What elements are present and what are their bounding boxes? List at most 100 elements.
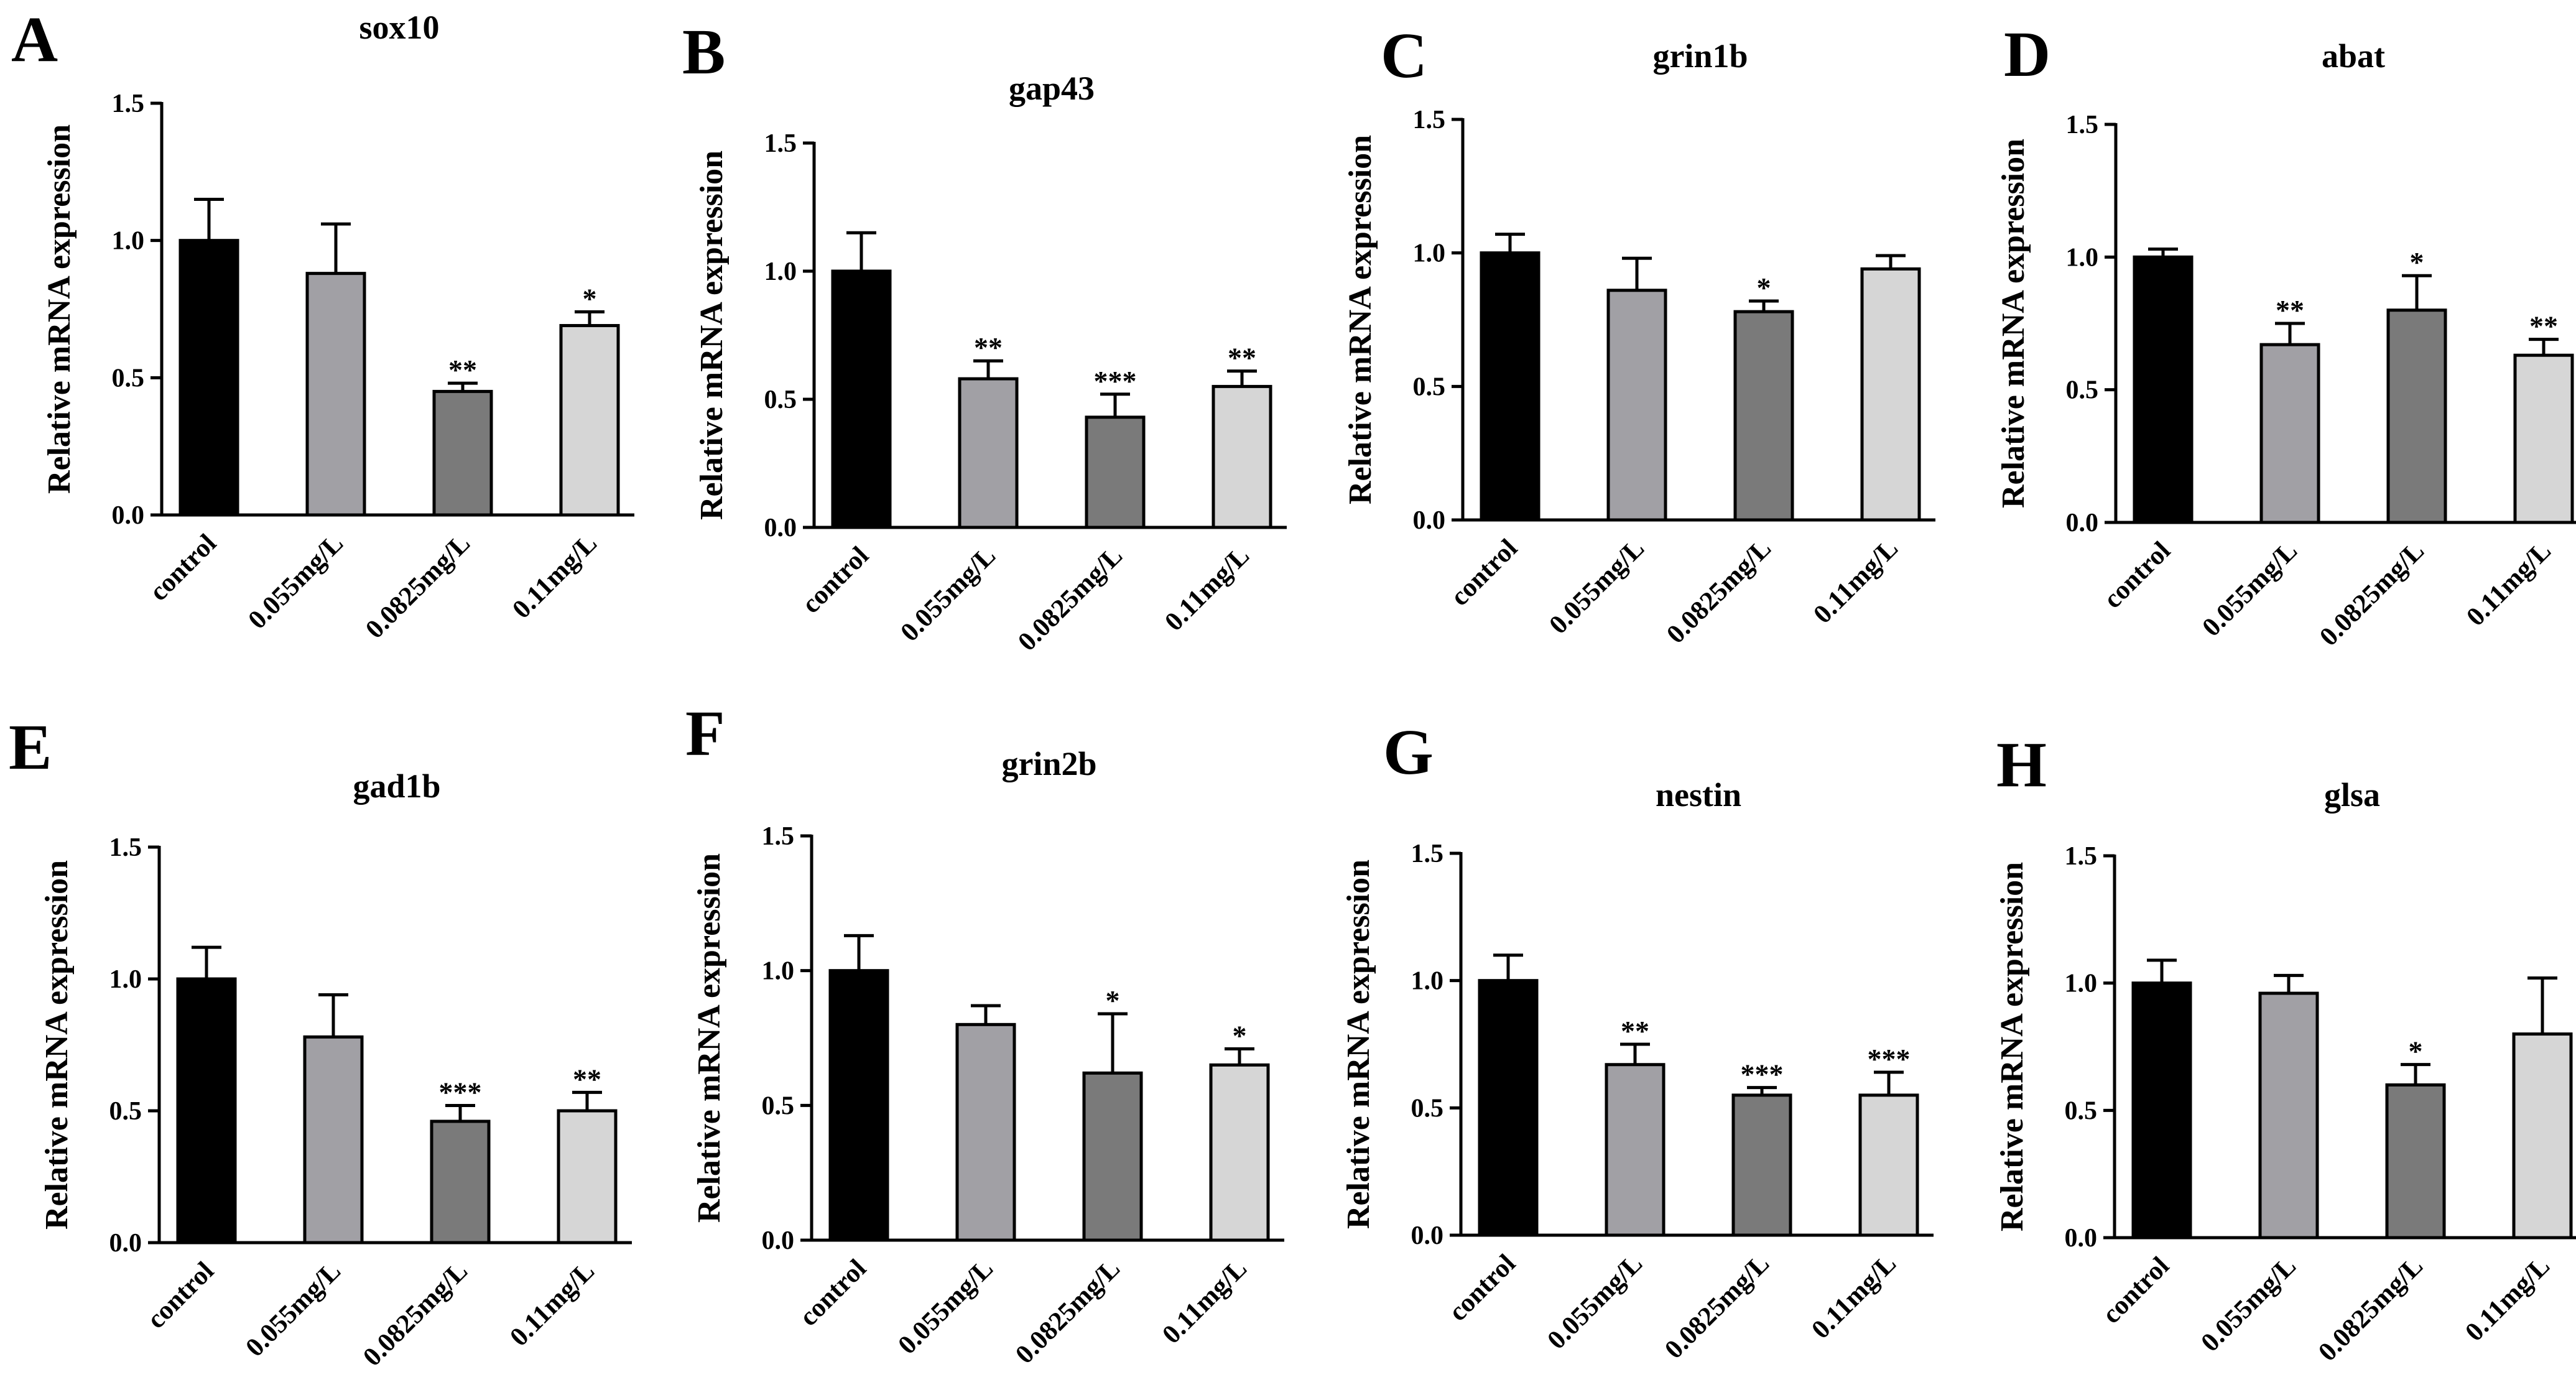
y-tick-label: 1.5 <box>2066 111 2099 139</box>
bar <box>2259 343 2320 524</box>
panel-letter: H <box>1996 729 2047 800</box>
y-tick-label: 1.0 <box>1411 967 1444 996</box>
bar <box>1082 1071 1143 1242</box>
bar <box>1478 979 1539 1237</box>
significance-label: *** <box>439 1077 482 1108</box>
significance-label: ** <box>1621 1015 1649 1047</box>
bar <box>557 1109 618 1245</box>
panel-letter: F <box>685 698 725 769</box>
bar <box>1860 267 1921 522</box>
y-tick-label: 0.0 <box>764 514 797 542</box>
y-tick-label: 0.5 <box>2065 1096 2098 1125</box>
y-tick-label: 1.0 <box>2065 970 2098 998</box>
chart-title: abat <box>2322 37 2385 75</box>
bar <box>1212 384 1272 529</box>
y-tick-label: 0.5 <box>1411 1094 1444 1123</box>
y-tick-label: 1.0 <box>1413 239 1446 268</box>
bar <box>2512 1032 2573 1240</box>
significance-label: * <box>2409 1036 2423 1067</box>
significance-label: * <box>1233 1019 1247 1051</box>
bar <box>2133 255 2194 524</box>
chart-title: grin1b <box>1652 37 1748 75</box>
y-tick-label: 1.5 <box>1413 106 1446 134</box>
significance-label: * <box>583 282 597 314</box>
y-tick-label: 0.0 <box>2066 509 2099 537</box>
bar <box>828 969 889 1242</box>
y-tick-label: 0.0 <box>1413 506 1446 535</box>
bar <box>176 977 237 1245</box>
significance-label: ** <box>448 354 477 386</box>
bar <box>1085 415 1146 529</box>
bar <box>1858 1093 1919 1237</box>
bar <box>1606 289 1667 522</box>
y-tick-label: 1.0 <box>112 227 145 256</box>
significance-label: * <box>1106 985 1120 1016</box>
significance-label: ** <box>1228 342 1256 374</box>
bar <box>1480 251 1541 522</box>
bar <box>2513 353 2574 524</box>
y-tick-label: 0.0 <box>109 1229 142 1258</box>
y-tick-label: 1.0 <box>2066 243 2099 272</box>
bar <box>559 323 620 517</box>
chart-title: gap43 <box>1009 70 1095 107</box>
significance-label: ** <box>573 1063 601 1095</box>
chart-title: nestin <box>1656 776 1741 814</box>
y-tick-label: 1.5 <box>2065 842 2098 871</box>
y-axis-label: Relative mRNA expression <box>1343 135 1378 504</box>
bar <box>1733 310 1794 522</box>
significance-label: ** <box>2529 310 2558 342</box>
significance-label: ** <box>2276 294 2304 326</box>
y-axis-label: Relative mRNA expression <box>42 124 77 494</box>
y-tick-label: 0.5 <box>762 1092 795 1120</box>
significance-label: * <box>2410 246 2424 278</box>
y-axis-label: Relative mRNA expression <box>1996 139 2031 508</box>
y-axis-label: Relative mRNA expression <box>694 151 730 520</box>
y-axis-label: Relative mRNA expression <box>39 860 75 1230</box>
bar <box>178 239 239 517</box>
y-tick-label: 1.5 <box>762 822 795 851</box>
bar <box>430 1120 491 1245</box>
panel-letter: A <box>11 4 58 75</box>
chart-title: grin2b <box>1001 745 1096 782</box>
significance-label: * <box>1757 272 1771 304</box>
y-tick-label: 0.0 <box>762 1226 795 1255</box>
y-tick-label: 1.5 <box>109 833 142 862</box>
bar <box>432 389 493 517</box>
bar <box>831 269 892 529</box>
y-tick-label: 0.0 <box>2065 1224 2098 1253</box>
chart-title: sox10 <box>359 9 439 46</box>
y-axis-label: Relative mRNA expression <box>1341 860 1376 1229</box>
panel-letter: C <box>1381 20 1427 91</box>
bar <box>1731 1093 1792 1237</box>
panel-letter: B <box>682 16 725 88</box>
panel-letter: D <box>2004 19 2050 90</box>
bar <box>1605 1063 1666 1237</box>
y-tick-label: 1.5 <box>764 129 797 158</box>
y-tick-label: 1.5 <box>1411 840 1444 868</box>
chart-title: gad1b <box>353 767 440 805</box>
significance-label: *** <box>1741 1059 1784 1090</box>
y-tick-label: 0.5 <box>109 1097 142 1126</box>
significance-label: ** <box>974 331 1003 363</box>
bar <box>2385 1083 2446 1240</box>
bar <box>2258 991 2319 1240</box>
y-tick-label: 0.0 <box>1411 1222 1444 1250</box>
bar <box>1209 1063 1270 1242</box>
y-tick-label: 0.5 <box>764 386 797 414</box>
y-axis-label: Relative mRNA expression <box>692 853 727 1223</box>
bar <box>958 377 1019 529</box>
y-tick-label: 1.0 <box>762 957 795 986</box>
y-tick-label: 0.5 <box>1413 373 1446 401</box>
chart-title: glsa <box>2324 776 2380 814</box>
y-tick-label: 1.0 <box>109 965 142 994</box>
bar <box>305 272 366 517</box>
panel-letter: E <box>9 712 52 783</box>
bar <box>955 1022 1016 1242</box>
bar <box>303 1035 364 1245</box>
y-tick-label: 0.5 <box>112 364 145 392</box>
y-tick-label: 0.5 <box>2066 376 2099 405</box>
significance-label: *** <box>1094 365 1137 397</box>
bar <box>2386 308 2447 524</box>
